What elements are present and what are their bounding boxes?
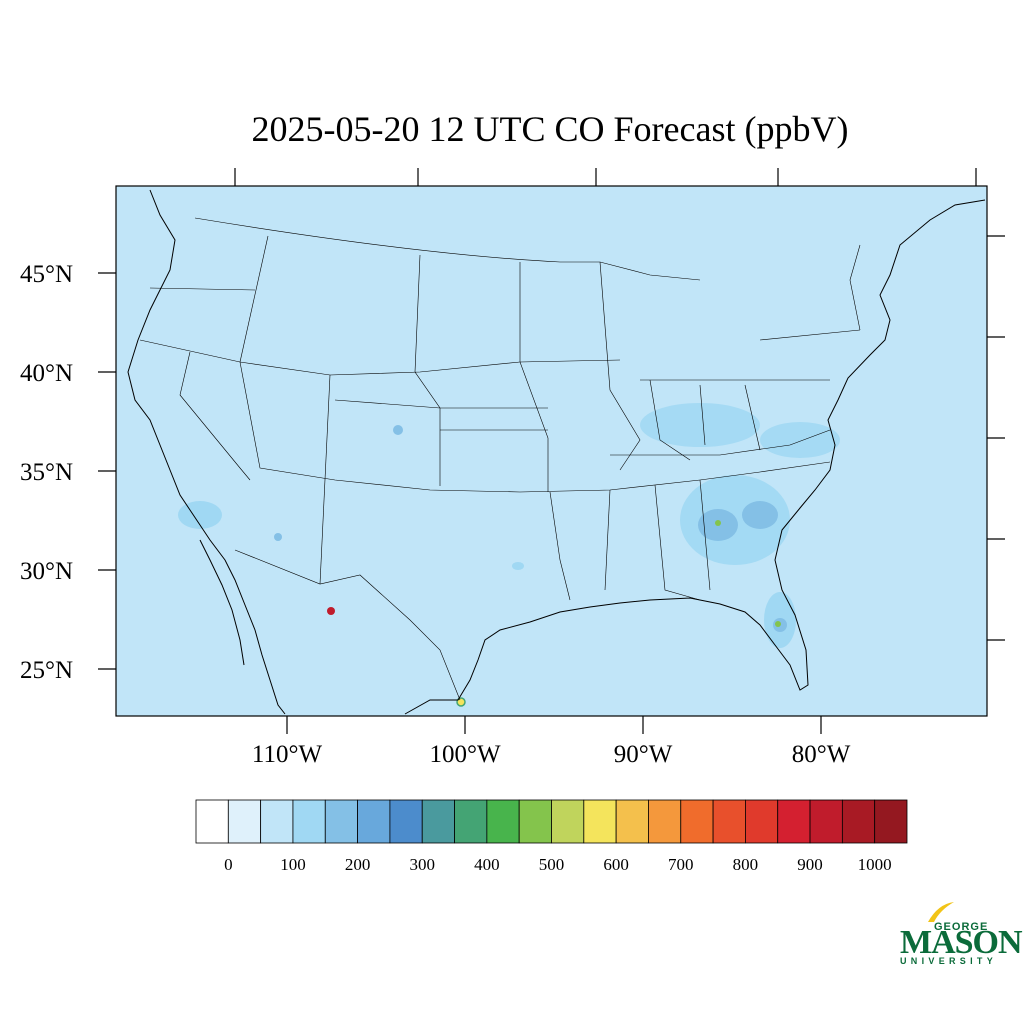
colorbar-tick-label: 300 (409, 855, 435, 874)
concentration-field (178, 403, 840, 707)
colorbar-swatch (809, 799, 843, 844)
colorbar-swatch (421, 799, 455, 844)
lon-label: 110°W (252, 741, 323, 768)
colorbar-tick-label: 200 (345, 855, 371, 874)
plume-ohio-valley (640, 403, 760, 447)
hotspot-mexico (327, 607, 335, 615)
lon-label: 80°W (792, 741, 851, 768)
colorbar-swatch (551, 799, 585, 844)
colorbar-swatch (518, 799, 552, 844)
colorbar-swatch (389, 799, 423, 844)
plume-arizona (274, 533, 282, 541)
colorbar-tick-label: 0 (224, 855, 233, 874)
colorbar-tick-label: 600 (603, 855, 629, 874)
bottom-ticks (286, 716, 822, 734)
colorbar-swatch (486, 799, 520, 844)
colorbar-tick-label: 500 (539, 855, 565, 874)
lat-label: 25°N (20, 657, 73, 684)
colorbar-swatch (324, 799, 358, 844)
logo-george: GEORGE (934, 921, 989, 933)
colorbar-tick-label: 1000 (858, 855, 892, 874)
map-background (115, 185, 988, 717)
left-ticks (98, 272, 116, 670)
colorbar-tick-label: 800 (733, 855, 759, 874)
colorbar-tick-label: 400 (474, 855, 500, 874)
colorbar-tick-label: 700 (668, 855, 694, 874)
gmu-logo: GEORGE MASON UNIVERSITY (896, 900, 1023, 970)
colorbar-swatch (583, 799, 617, 844)
plume-colorado (393, 425, 403, 435)
colorbar-swatch (195, 799, 229, 844)
colorbar-swatch (292, 799, 326, 844)
colorbar-swatch (260, 799, 294, 844)
colorbar-swatch (357, 799, 391, 844)
plume-mid-atlantic (760, 422, 840, 458)
colorbar-swatch (777, 799, 811, 844)
colorbar-swatch (874, 799, 908, 844)
lon-labels: 110°W 100°W 90°W 80°W (252, 741, 851, 768)
lat-label: 35°N (20, 459, 73, 486)
plume-carolina (742, 501, 778, 529)
hotspot-monterrey (456, 697, 466, 707)
lon-label: 90°W (614, 741, 673, 768)
colorbar-swatch (227, 799, 262, 844)
lat-label: 40°N (20, 360, 73, 387)
colorbar-swatch (648, 799, 682, 844)
colorbar-swatch (615, 799, 649, 844)
colorbar-swatch (841, 799, 876, 844)
colorbar-labels: 0 100 200 300 400 500 600 700 800 900 1000 (224, 855, 892, 874)
state-boundaries (139, 217, 861, 701)
coastline (127, 189, 986, 715)
colorbar-tick-label: 100 (280, 855, 306, 874)
logo-university: UNIVERSITY (900, 956, 998, 966)
hotspot-tampa (775, 621, 781, 627)
colorbar-swatch (712, 799, 746, 844)
swoosh-icon (928, 902, 954, 922)
logo-mason: MASON (900, 924, 1023, 961)
lat-label: 30°N (20, 558, 73, 585)
top-ticks (234, 168, 977, 186)
plume-texas (512, 562, 524, 570)
lon-label: 100°W (429, 741, 500, 768)
right-ticks (987, 235, 1005, 641)
colorbar-tick-label: 900 (797, 855, 823, 874)
map-title: 2025-05-20 12 UTC CO Forecast (ppbV) (251, 109, 849, 149)
colorbar-swatch (454, 799, 488, 844)
lat-labels: 45°N 40°N 35°N 30°N 25°N (20, 261, 73, 684)
colorbar (195, 799, 908, 844)
hotspot-atlanta (715, 520, 721, 526)
colorbar-swatch (680, 799, 714, 844)
colorbar-swatch (745, 799, 779, 844)
lat-label: 45°N (20, 261, 73, 288)
